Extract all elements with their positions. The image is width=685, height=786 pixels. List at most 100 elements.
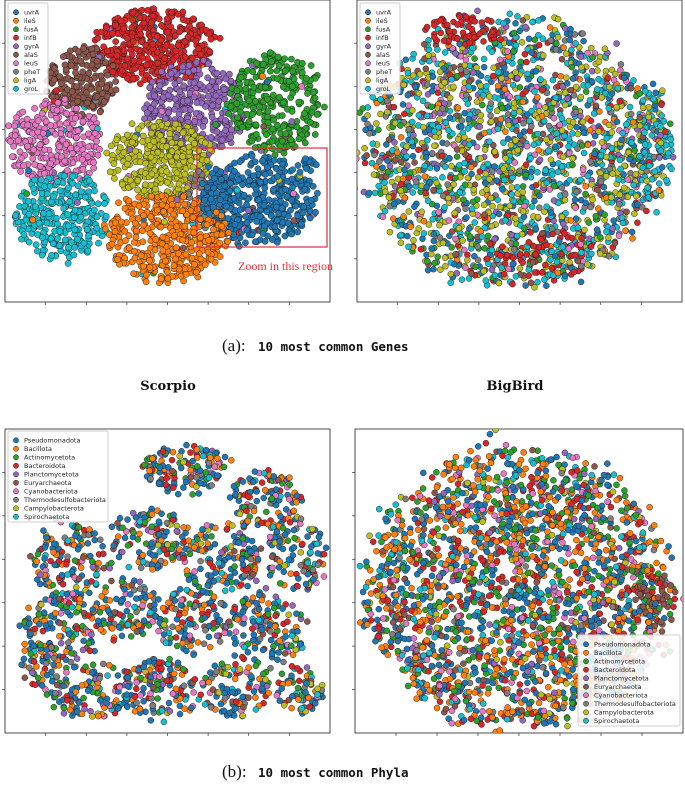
scatter-point — [88, 61, 96, 69]
scatter-point — [513, 183, 521, 191]
scatter-point — [191, 260, 198, 268]
scatter-point — [406, 169, 414, 176]
scatter-point — [441, 254, 449, 261]
scatter-point — [448, 228, 456, 235]
scatter-point — [189, 214, 197, 221]
scatter-point — [170, 262, 178, 270]
scatter-point — [382, 188, 389, 195]
scatter-point — [151, 246, 159, 254]
scatter-point — [473, 64, 480, 71]
scatter-point — [415, 146, 422, 154]
scatter-point — [237, 108, 244, 116]
scatter-point — [54, 220, 61, 228]
scatter-point — [9, 153, 16, 161]
scatter-point — [54, 235, 62, 242]
scatter-point — [420, 144, 428, 151]
scatter-point — [301, 185, 309, 193]
scatter-point — [470, 186, 477, 193]
scatter-point — [579, 166, 587, 173]
scatter-point — [128, 120, 136, 128]
scatter-point — [582, 190, 589, 198]
scatter-point — [458, 123, 465, 130]
scatter-point — [173, 153, 181, 161]
scatter-point — [70, 251, 78, 259]
scatter-point — [220, 86, 228, 93]
scatter-point — [275, 62, 283, 70]
scatter-point — [158, 201, 166, 209]
scatter-point — [569, 130, 576, 137]
scatter-point — [164, 275, 172, 282]
scatter-point — [93, 213, 101, 221]
scatter-point — [250, 172, 257, 180]
scatter-point — [469, 198, 477, 206]
legend-label: ligA — [24, 77, 37, 85]
scatter-point — [139, 262, 147, 270]
scatter-point — [85, 143, 92, 151]
scatter-point — [69, 172, 76, 180]
scatter-point — [288, 118, 296, 125]
scatter-point — [243, 219, 251, 227]
scatter-point — [25, 210, 33, 218]
scatter-point — [199, 123, 207, 130]
scatter-point — [224, 215, 232, 222]
scatter-point — [488, 222, 495, 230]
scatter-point — [490, 72, 497, 80]
scatter-point — [175, 161, 183, 169]
legend-label: fusA — [24, 26, 39, 34]
scatter-point — [23, 190, 31, 198]
scatter-point — [603, 135, 611, 142]
scatter-point — [562, 25, 569, 32]
scatter-point — [504, 111, 512, 118]
scatter-point — [129, 75, 137, 83]
scatter-point — [558, 115, 566, 122]
scatter-point — [293, 123, 301, 131]
scatter-point — [217, 176, 225, 183]
scatter-point — [72, 114, 79, 122]
scatter-point — [568, 63, 576, 71]
scatter-point — [168, 8, 176, 16]
scatter-point — [216, 196, 224, 204]
scatter-point — [631, 210, 638, 217]
scatter-point — [226, 187, 234, 195]
scatter-point — [231, 167, 238, 175]
scatter-point — [261, 237, 269, 245]
scatter-point — [143, 61, 150, 69]
scatter-point — [158, 68, 165, 75]
scatter-point — [547, 37, 555, 44]
scatter-point — [521, 50, 529, 58]
scatter-point — [41, 170, 48, 177]
scatter-point — [204, 92, 212, 100]
scatter-point — [628, 228, 636, 236]
scatter-point — [31, 104, 38, 112]
scatter-point — [250, 83, 258, 91]
scatter-point — [201, 196, 208, 204]
scatter-point — [534, 278, 541, 286]
scatter-point — [397, 231, 405, 239]
scatter-point — [174, 41, 182, 49]
scatter-point — [524, 70, 531, 78]
scatter-point — [171, 32, 179, 40]
scatter-point — [588, 181, 595, 188]
scatter-point — [30, 146, 37, 154]
scatter-point — [495, 68, 502, 76]
scatter-point — [500, 19, 507, 27]
scatter-point — [32, 241, 40, 249]
scatter-point — [88, 199, 96, 207]
scatter-point — [212, 92, 220, 100]
scatter-point — [479, 101, 486, 109]
scatter-point — [461, 168, 468, 175]
scatter-point — [526, 117, 533, 125]
scatter-point — [433, 179, 440, 187]
scatter-point — [483, 83, 490, 90]
scatter-point — [147, 153, 155, 161]
scatter-point — [25, 197, 32, 205]
scatter-point — [313, 111, 321, 118]
scatter-point — [103, 47, 111, 55]
scatter-point — [201, 139, 209, 147]
scatter-point — [401, 194, 409, 202]
scatter-point — [265, 196, 273, 204]
scatter-point — [204, 184, 211, 191]
scatter-point — [158, 240, 166, 248]
scatter-point — [205, 236, 213, 244]
scatter-point — [306, 119, 314, 126]
